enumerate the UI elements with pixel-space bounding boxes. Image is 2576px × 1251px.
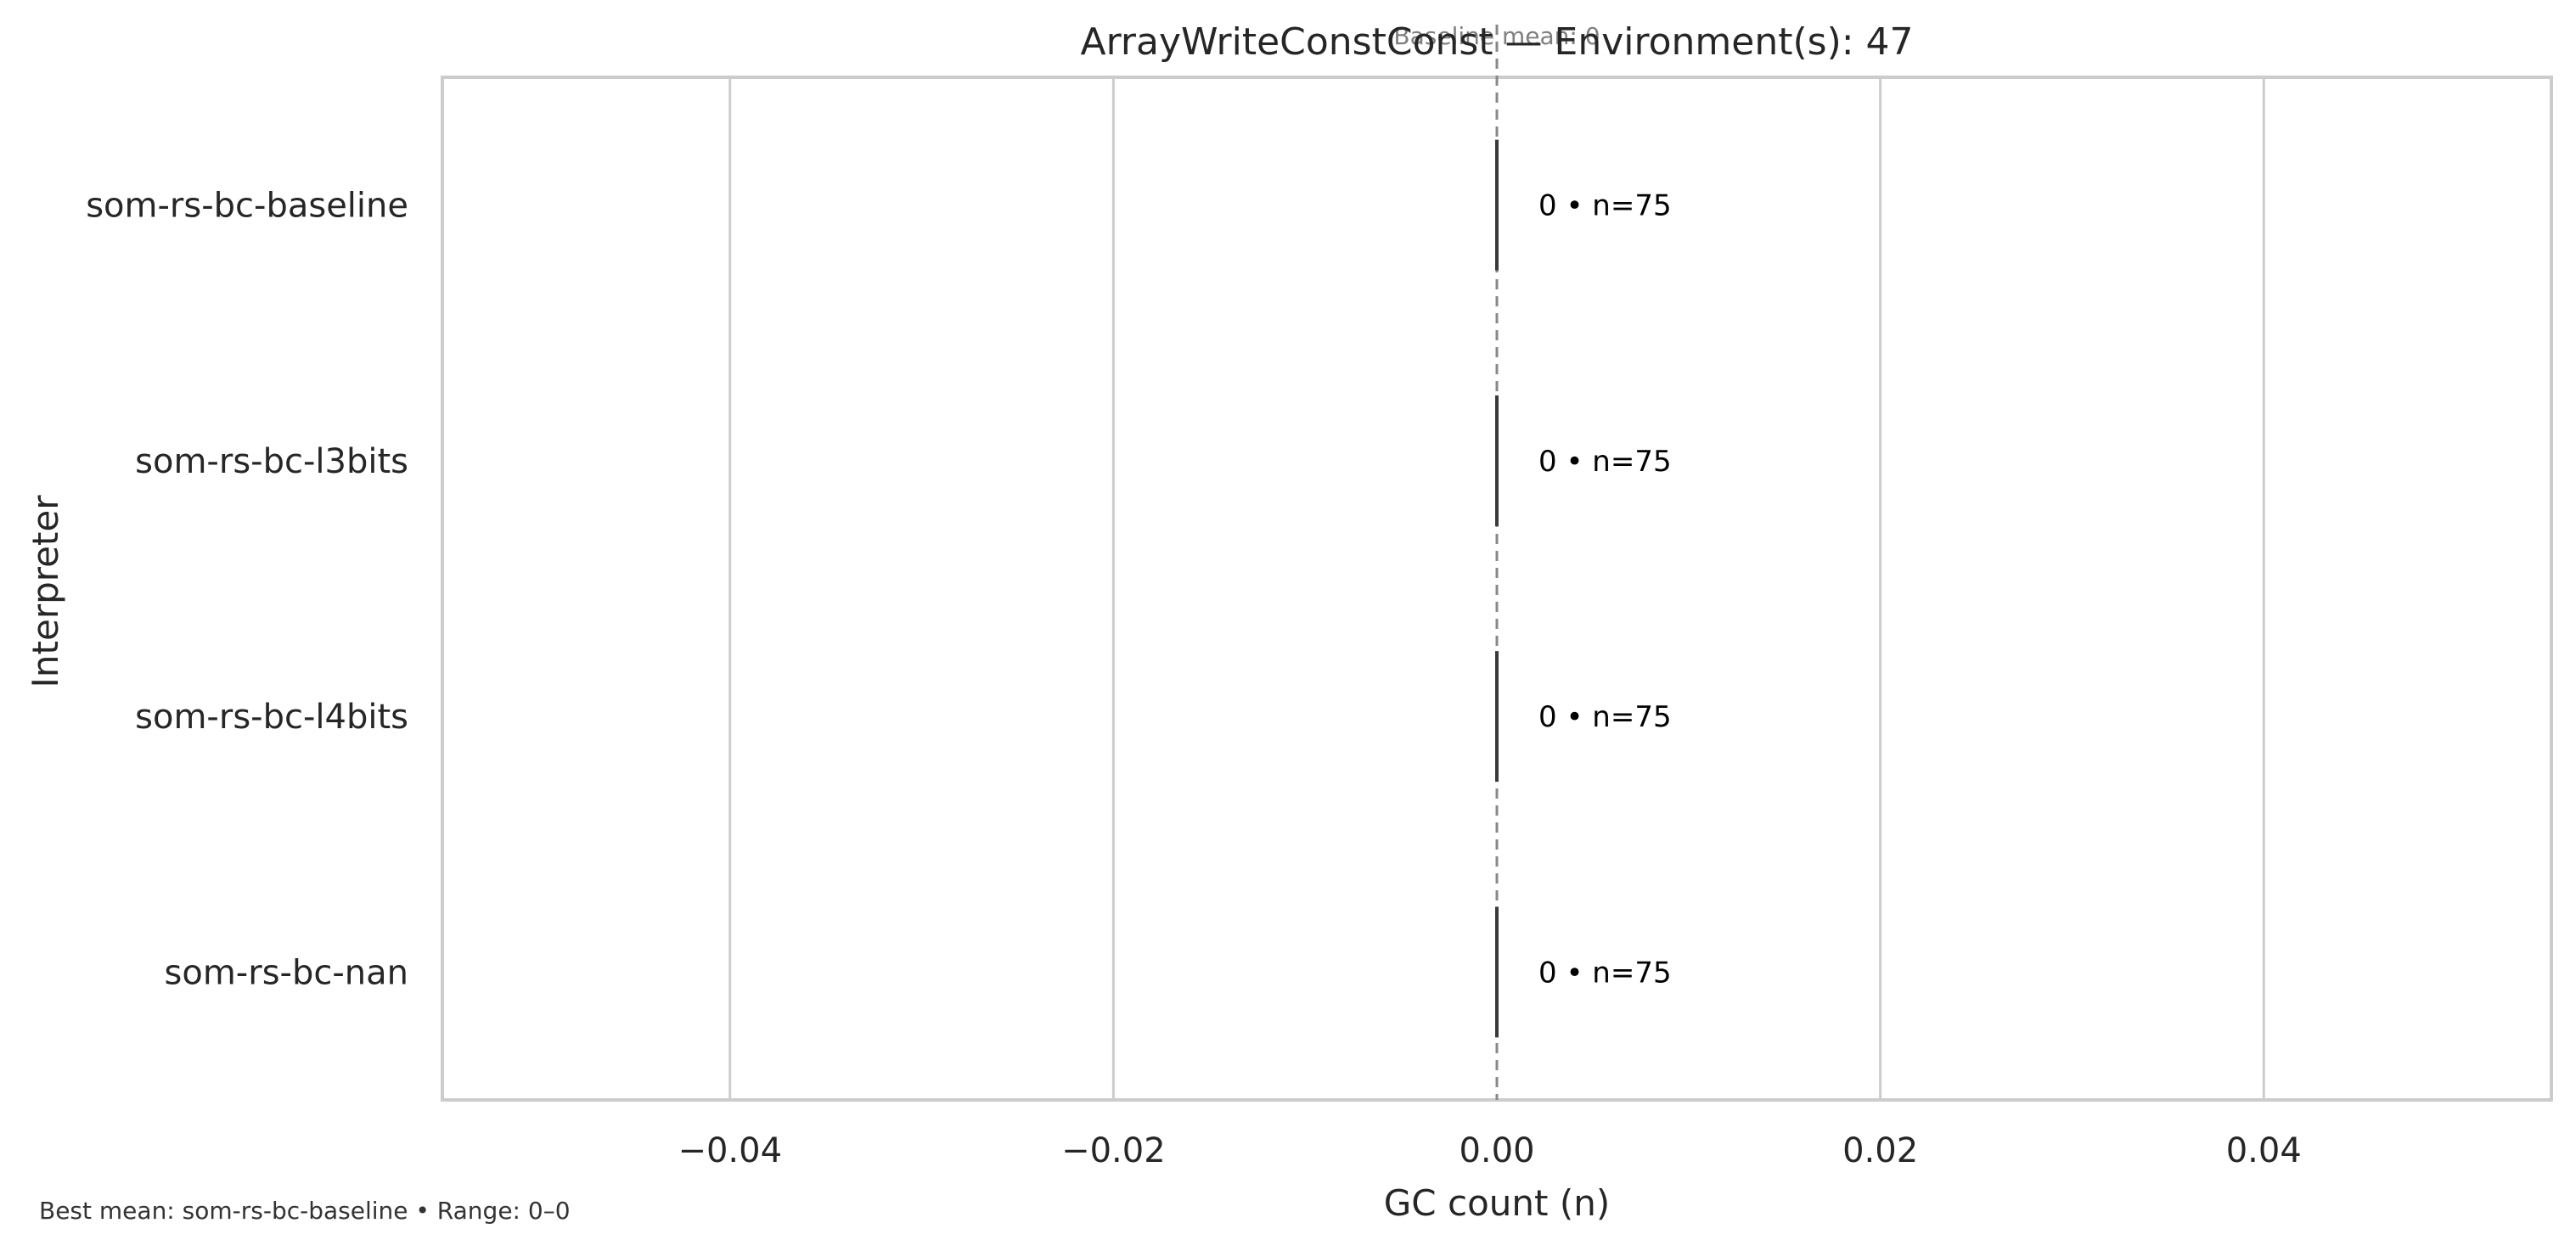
category-label: som-rs-bc-nan: [165, 953, 408, 992]
category-labels: som-rs-bc-baseline som-rs-bc-l3bits som-rs…: [86, 187, 408, 993]
chart-title: ArrayWriteConstConst — Environment(s): 4…: [1080, 20, 1913, 64]
category-label: som-rs-bc-l3bits: [135, 442, 408, 481]
data-label: 0 • n=75: [1538, 700, 1672, 734]
x-tick-labels: −0.04 −0.02 0.00 0.02 0.04: [678, 1131, 2301, 1170]
x-tick-label: 0.04: [2226, 1131, 2302, 1170]
data-label: 0 • n=75: [1538, 189, 1672, 223]
data-label: 0 • n=75: [1538, 445, 1672, 479]
footnote: Best mean: som-rs-bc-baseline • Range: 0…: [39, 1197, 571, 1225]
x-tick-label: −0.02: [1061, 1131, 1166, 1170]
category-label: som-rs-bc-l4bits: [135, 698, 408, 737]
category-label: som-rs-bc-baseline: [86, 187, 408, 226]
x-tick-label: 0.02: [1842, 1131, 1918, 1170]
grid-lines: [728, 77, 2265, 1100]
baseline-label: Baseline mean: 0: [1393, 22, 1600, 50]
x-tick-label: −0.04: [678, 1131, 782, 1170]
x-tick-label: 0.00: [1459, 1131, 1534, 1170]
x-axis-label: GC count (n): [1384, 1182, 1610, 1224]
data-labels: 0 • n=75 0 • n=75 0 • n=75 0 • n=75: [1538, 189, 1672, 990]
data-label: 0 • n=75: [1538, 956, 1672, 990]
y-axis-label: Interpreter: [25, 495, 66, 688]
